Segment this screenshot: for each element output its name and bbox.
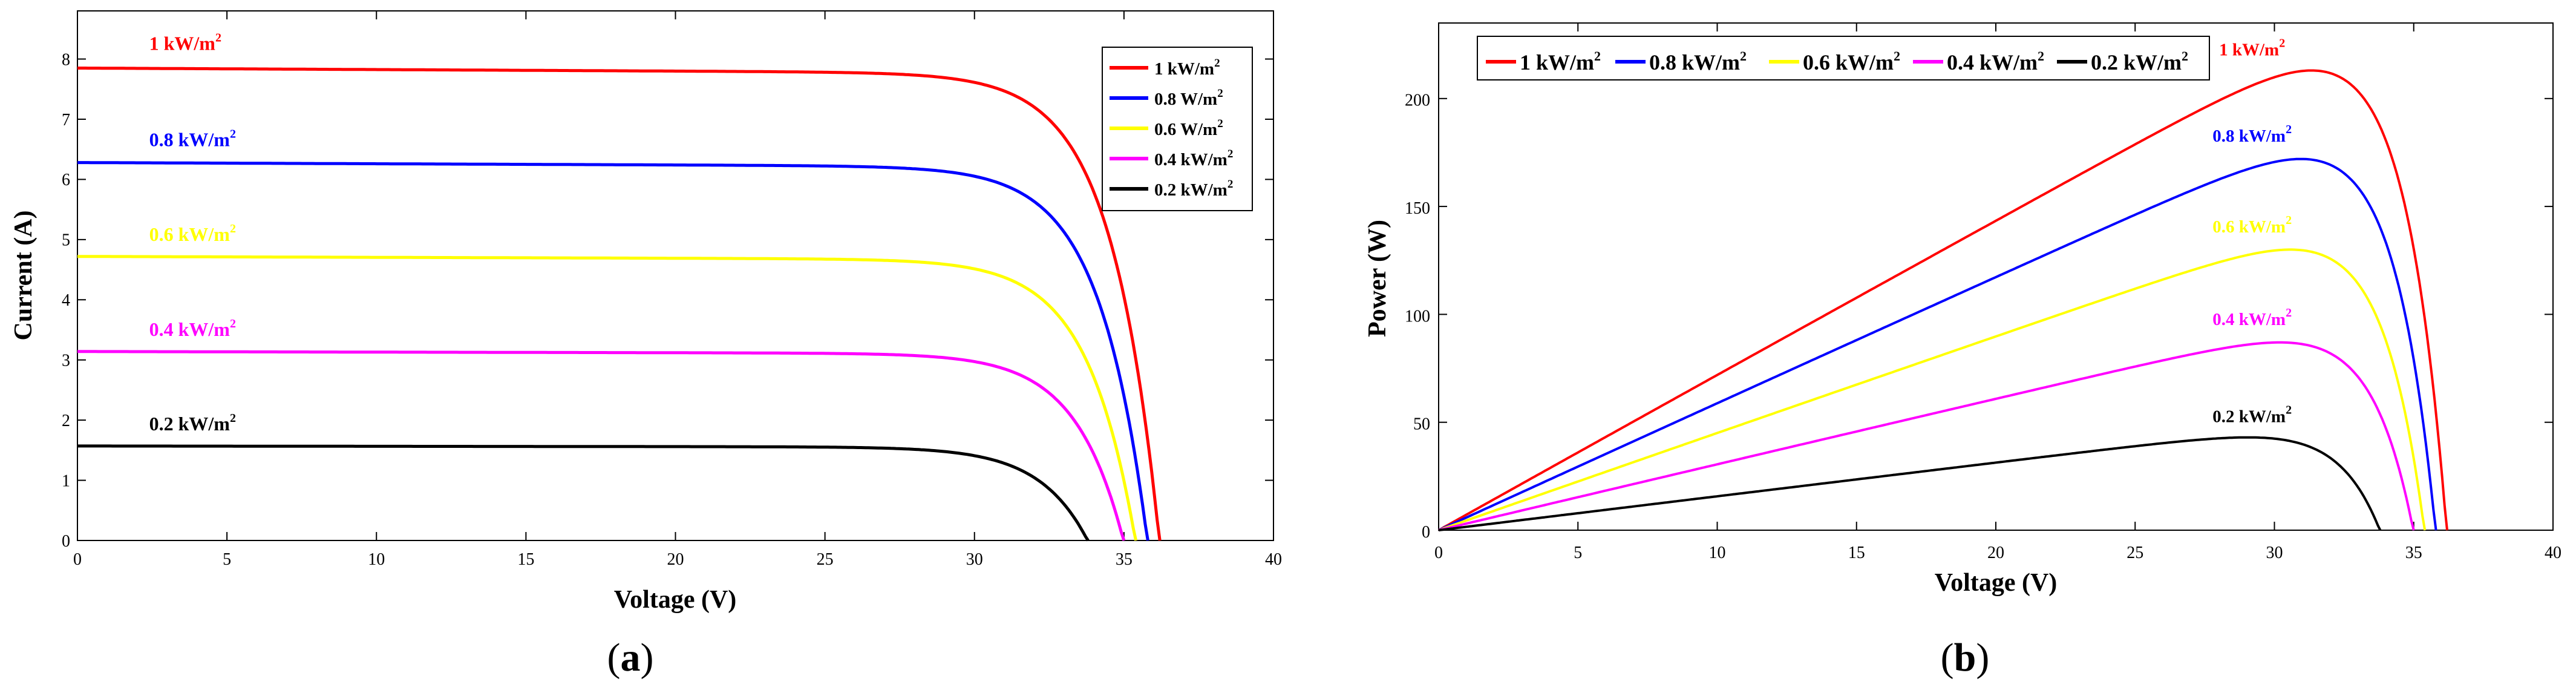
x-tick-label-a-4: 20 <box>667 550 684 569</box>
series-annotation-b-3: 0.6 kW/m2 <box>2212 214 2292 237</box>
legend-label-b-4: 0.4 kW/m2 <box>1947 48 2044 74</box>
series-line-b-3 <box>1438 248 2427 531</box>
x-tick-label-b-0: 0 <box>1434 544 1443 562</box>
series-annotation-a-2: 0.8 kW/m2 <box>149 128 236 151</box>
series-line-a-2 <box>77 161 1149 541</box>
legend-label-a-1: 1 kW/m2 <box>1154 57 1220 79</box>
legend-box-b <box>1477 36 2210 80</box>
series-line-a-5 <box>77 444 1090 542</box>
y-tick-label-b-4: 200 <box>1405 91 1430 110</box>
y-axis-label-b: Power (W) <box>1364 220 1391 337</box>
series-line-a-1 <box>77 67 1162 541</box>
series-annotation-a-3: 0.6 kW/m2 <box>149 222 236 245</box>
plot-frame-a <box>77 10 1274 541</box>
series-group-b <box>1438 69 2448 531</box>
legend-label-a-2: 0.8 W/m2 <box>1154 87 1223 109</box>
x-axis-label-a: Voltage (V) <box>614 586 737 614</box>
legend-label-a-5: 0.2 kW/m2 <box>1154 178 1233 200</box>
y-tick-label-a-2: 2 <box>62 412 70 430</box>
y-tick-label-b-2: 100 <box>1405 307 1430 326</box>
series-line-b-4 <box>1438 341 2415 531</box>
x-tick-label-a-6: 30 <box>966 550 983 569</box>
x-tick-label-b-5: 25 <box>2127 544 2143 562</box>
y-tick-label-b-1: 50 <box>1413 415 1430 434</box>
panel-label-a: (a) <box>607 636 654 680</box>
y-tick-label-b-3: 150 <box>1405 199 1430 218</box>
series-annotation-a-5: 0.2 kW/m2 <box>149 412 236 435</box>
series-line-b-1 <box>1438 69 2448 531</box>
x-tick-label-b-1: 5 <box>1574 544 1582 562</box>
x-tick-label-b-2: 10 <box>1709 544 1726 562</box>
y-axis-label-a: Current (A) <box>10 210 38 340</box>
series-line-b-5 <box>1438 436 2382 531</box>
series-annotation-b-4: 0.4 kW/m2 <box>2212 306 2292 329</box>
legend-label-b-5: 0.2 kW/m2 <box>2091 48 2188 74</box>
axis-ticks-a: 0 5 10 15 20 25 30 35 40 0 1 2 3 4 5 6 7 8 <box>62 11 1282 569</box>
x-tick-label-a-3: 15 <box>517 550 534 569</box>
series-group-a <box>77 67 1162 542</box>
legend-label-a-4: 0.4 kW/m2 <box>1154 148 1233 169</box>
y-tick-label-a-3: 3 <box>62 352 70 370</box>
x-axis-label-b: Voltage (V) <box>1935 569 2058 597</box>
panel-label-b: (b) <box>1941 636 1990 680</box>
x-tick-label-b-3: 15 <box>1848 544 1865 562</box>
legend-a: 1 kW/m2 0.8 W/m2 0.6 W/m2 0.4 kW/m2 0.2 … <box>1102 47 1253 211</box>
y-tick-label-a-0: 0 <box>62 532 70 551</box>
x-tick-label-a-1: 5 <box>223 550 231 569</box>
x-tick-label-a-5: 25 <box>817 550 834 569</box>
y-tick-label-a-5: 5 <box>62 231 70 250</box>
axis-ticks-b: 0 5 10 15 20 25 30 35 40 0 50 100 150 200 <box>1405 23 2561 562</box>
series-line-a-3 <box>77 255 1138 541</box>
series-annotation-a-4: 0.4 kW/m2 <box>149 317 236 340</box>
y-tick-label-a-7: 7 <box>62 111 70 130</box>
x-tick-label-b-8: 40 <box>2545 544 2561 562</box>
x-tick-label-a-8: 40 <box>1265 550 1282 569</box>
series-annotation-a-1: 1 kW/m2 <box>149 31 221 54</box>
annotations-b: 1 kW/m2 0.8 kW/m2 0.6 kW/m2 0.4 kW/m2 0.2 kW… <box>2212 36 2292 426</box>
x-tick-label-b-6: 30 <box>2266 544 2283 562</box>
series-annotation-b-2: 0.8 kW/m2 <box>2212 123 2292 146</box>
legend-label-b-2: 0.8 kW/m2 <box>1649 48 1747 74</box>
chart-panel-b: 0 5 10 15 20 25 30 35 40 0 50 100 150 200 1 kW/m2 0.8 … <box>1364 22 2561 680</box>
annotations-a: 1 kW/m2 0.8 kW/m2 0.6 kW/m2 0.4 kW/m2 0.2 kW… <box>149 31 236 435</box>
series-line-b-2 <box>1438 157 2437 531</box>
y-tick-label-b-0: 0 <box>1422 523 1430 542</box>
legend-label-b-1: 1 kW/m2 <box>1520 48 1601 74</box>
x-tick-label-a-2: 10 <box>368 550 385 569</box>
x-tick-label-b-4: 20 <box>1987 544 2004 562</box>
y-tick-label-a-1: 1 <box>62 471 70 490</box>
legend-label-a-3: 0.6 W/m2 <box>1154 117 1223 139</box>
series-annotation-b-5: 0.2 kW/m2 <box>2212 404 2292 427</box>
y-tick-label-a-8: 8 <box>62 50 70 69</box>
legend-label-b-3: 0.6 kW/m2 <box>1803 48 1900 74</box>
legend-b: 1 kW/m2 0.8 kW/m2 0.6 kW/m2 0.4 kW/m2 0.… <box>1477 36 2210 80</box>
x-tick-label-b-7: 35 <box>2405 544 2422 562</box>
y-tick-label-a-6: 6 <box>62 171 70 189</box>
x-tick-label-a-0: 0 <box>73 550 82 569</box>
y-tick-label-a-4: 4 <box>62 291 70 310</box>
x-tick-label-a-7: 35 <box>1116 550 1133 569</box>
series-annotation-b-1: 1 kW/m2 <box>2219 36 2285 59</box>
chart-panel-a: 0 5 10 15 20 25 30 35 40 0 1 2 3 4 5 6 7 8 1 kW/m2 0.8 kW/… <box>10 10 1282 680</box>
series-line-a-4 <box>77 350 1126 541</box>
